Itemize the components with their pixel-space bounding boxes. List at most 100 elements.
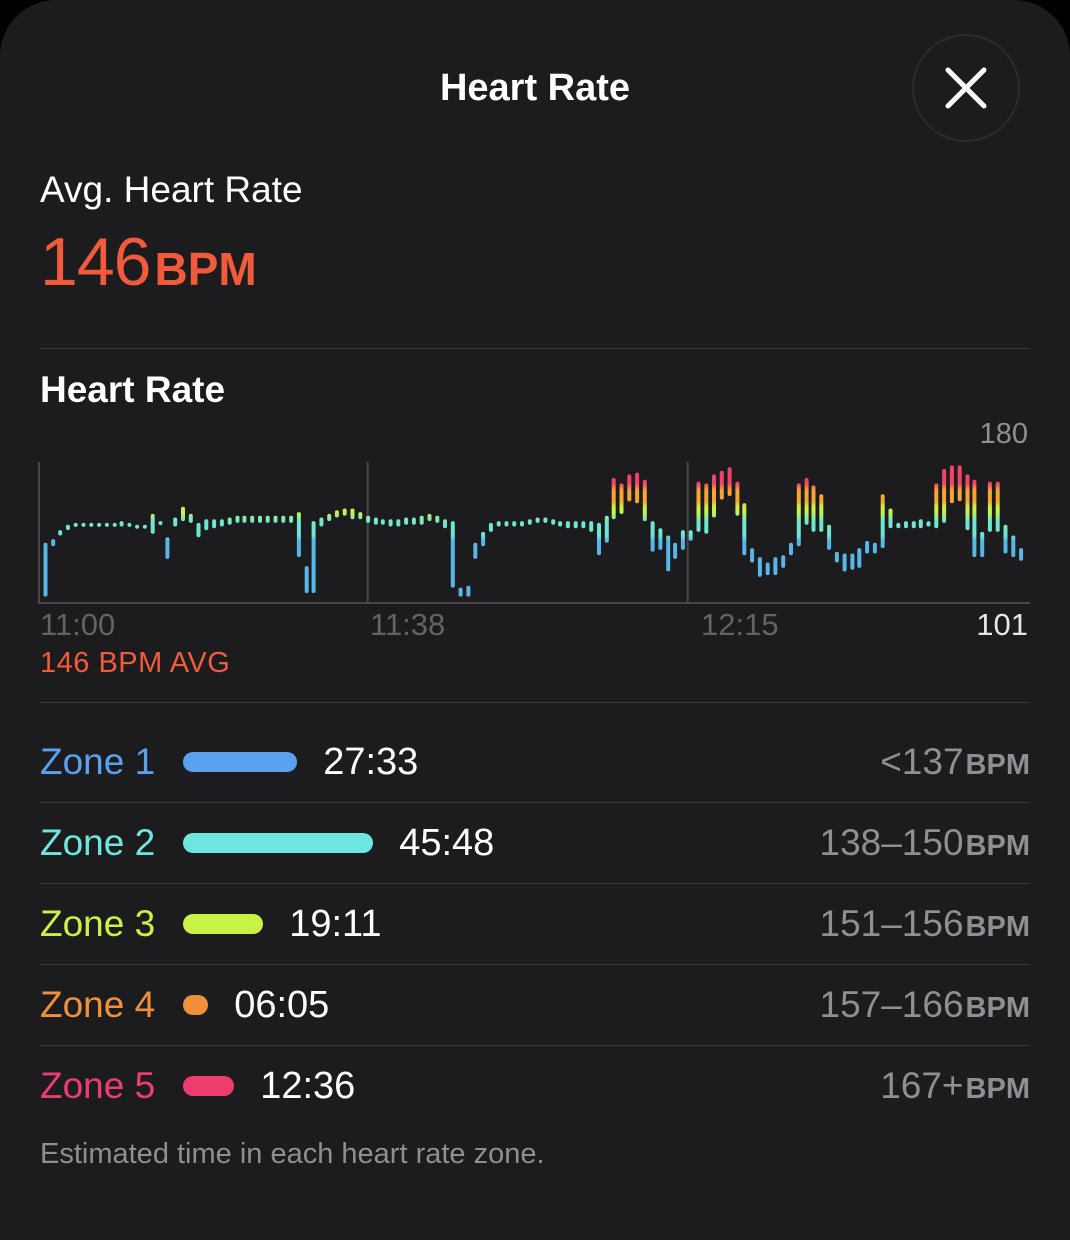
x-tick-label: 12:15 [701,607,779,642]
heart-rate-range-bar [827,524,832,550]
heart-rate-range-bar [380,519,385,525]
heart-rate-range-bar [543,517,548,523]
heart-rate-range-bar [765,562,770,576]
heart-rate-range-bar [196,522,201,538]
zone-bar [183,1076,235,1096]
heart-rate-range-bar [443,519,447,529]
heart-rate-range-bar [789,542,793,556]
heart-rate-range-bar [611,478,616,520]
heart-rate-range-bar [273,515,278,523]
heart-rate-range-bar [250,515,255,523]
chart-section-title: Heart Rate [40,369,226,410]
heart-rate-range-bar [373,517,378,525]
zone-name: Zone 1 [40,741,156,782]
avg-heart-rate-label: Avg. Heart Rate [40,169,303,210]
heart-rate-range-bar [227,517,232,525]
heart-rate-range-bar [872,542,877,554]
heart-rate-range-bar [165,537,170,559]
close-icon [945,67,987,109]
heart-rate-range-bar [904,521,908,529]
zone-time: 19:11 [289,903,382,945]
x-tick-label: 11:00 [40,607,116,642]
heart-rate-range-bar [65,524,70,531]
heart-rate-chart [38,462,1030,604]
heart-rate-range-bar [811,485,816,532]
zone-name: Zone 4 [40,984,156,1025]
heart-rate-range-bar [750,548,755,563]
heart-rate-range-bar [473,542,478,559]
heart-rate-range-bar [43,542,48,597]
heart-rate-range-bar [435,515,440,523]
heart-rate-range-bar [104,522,109,527]
zone-range: 167+BPM [880,1046,1030,1129]
heart-rate-range-bar [73,522,78,527]
heart-rate-range-bar [658,528,663,550]
heart-rate-range-bar [757,557,762,577]
heart-rate-range-bar [204,519,209,531]
heart-rate-range-bar [396,519,401,527]
heart-rate-range-bar [696,481,701,532]
heart-rate-range-bar [619,483,624,514]
heart-rate-range-bar [650,521,655,552]
heart-rate-range-bar [635,472,640,504]
heart-rate-range-bar [865,540,870,554]
page-title: Heart Rate [439,67,631,109]
heart-rate-range-bar [504,521,509,527]
heart-rate-range-bar [334,510,339,518]
zone-range-value: 151–156 [819,903,964,944]
heart-rate-range-bar [712,474,716,518]
zone-bar [183,995,209,1015]
heart-rate-range-bar [742,503,747,556]
heart-rate-range-bar [688,530,693,541]
heart-rate-range-bar [466,585,471,597]
heart-rate-range-bar [666,535,671,572]
heart-rate-range-bar [173,517,178,527]
heart-rate-range-bar [1019,548,1024,561]
heart-rate-range-bar [112,522,117,527]
heart-rate-range-bar [89,522,94,527]
heart-rate-range-bar [551,519,556,525]
heart-rate-range-bar [265,515,270,523]
heart-rate-range-bar [796,483,801,547]
zone-time: 45:48 [399,822,495,864]
zone-range: 138–150BPM [820,803,1031,886]
heart-rate-range-bar [181,506,185,522]
avg-heart-rate-unit: BPM [154,243,257,295]
heart-rate-range-bar [911,521,916,529]
zone-range-unit: BPM [965,830,1030,862]
heart-rate-range-bar [896,522,901,529]
heart-rate-range-bar [957,465,962,502]
heart-rate-range-bar [597,522,601,556]
heart-rate-range-bar [350,508,355,520]
zone-range-value: <137 [880,741,964,782]
close-button[interactable] [914,36,1018,140]
zone-range-unit: BPM [965,749,1030,781]
heart-rate-range-bar [727,467,732,496]
heart-rate-range-bar [119,521,124,527]
heart-rate-range-bar [949,465,954,504]
heart-rate-range-bar [995,481,1000,532]
heart-rate-range-bar [573,521,578,529]
zone-row: Zone 1 27:33 <137BPM [40,722,1030,803]
heart-rate-range-bar [558,521,563,527]
heart-rate-range-bar [965,474,970,531]
heart-rate-range-bar [926,521,931,527]
heart-rate-range-bar [81,522,86,527]
zone-name: Zone 5 [40,1065,156,1106]
footnote: Estimated time in each heart rate zone. [40,1138,545,1170]
heart-rate-range-bar [212,519,217,529]
heart-rate-range-bar [242,515,247,523]
zone-row: Zone 4 06:05 157–166BPM [40,965,1030,1046]
heart-rate-range-bar [450,521,455,588]
heart-rate-range-bar [512,521,517,527]
heart-rate-range-bar [980,531,985,558]
heart-rate-range-bar [58,530,63,536]
heart-rate-range-bar [304,566,309,594]
heart-rate-range-bar [235,515,240,523]
heart-rate-range-bar [51,539,56,547]
avg-caption: 146 BPM AVG [40,647,231,679]
heart-rate-range-bar [842,553,847,572]
heart-rate-range-bar [735,481,740,516]
heart-rate-range-bar [458,587,463,597]
heart-rate-range-bar [604,515,609,543]
